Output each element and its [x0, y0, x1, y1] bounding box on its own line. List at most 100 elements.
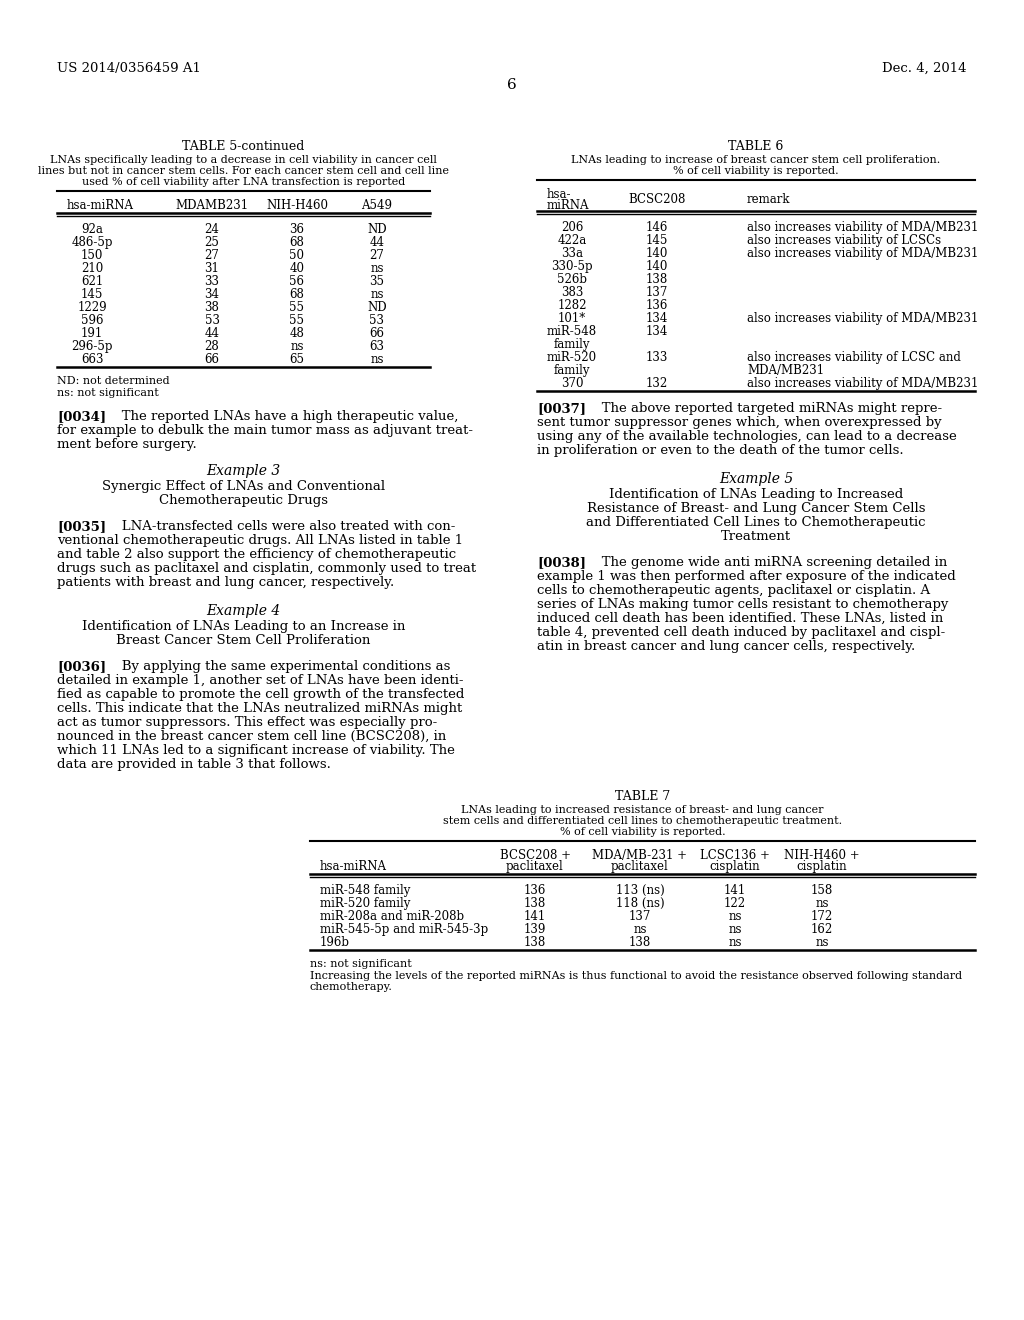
Text: cells. This indicate that the LNAs neutralized miRNAs might: cells. This indicate that the LNAs neutr… — [57, 702, 462, 715]
Text: 55: 55 — [290, 314, 304, 327]
Text: Identification of LNAs Leading to an Increase in: Identification of LNAs Leading to an Inc… — [82, 620, 406, 634]
Text: NIH-H460: NIH-H460 — [266, 199, 328, 213]
Text: 137: 137 — [646, 286, 669, 300]
Text: ns: not significant: ns: not significant — [57, 388, 159, 399]
Text: 36: 36 — [290, 223, 304, 236]
Text: The above reported targeted miRNAs might repre-: The above reported targeted miRNAs might… — [589, 403, 942, 414]
Text: Resistance of Breast- and Lung Cancer Stem Cells: Resistance of Breast- and Lung Cancer St… — [587, 502, 926, 515]
Text: Example 5: Example 5 — [719, 473, 794, 486]
Text: ND: ND — [368, 223, 387, 236]
Text: drugs such as paclitaxel and cisplatin, commonly used to treat: drugs such as paclitaxel and cisplatin, … — [57, 562, 476, 576]
Text: hsa-miRNA: hsa-miRNA — [67, 199, 134, 213]
Text: 383: 383 — [561, 286, 584, 300]
Text: A549: A549 — [361, 199, 392, 213]
Text: ns: ns — [815, 936, 828, 949]
Text: ns: ns — [728, 909, 741, 923]
Text: 1282: 1282 — [557, 300, 587, 312]
Text: 140: 140 — [646, 247, 669, 260]
Text: 132: 132 — [646, 378, 668, 389]
Text: 486-5p: 486-5p — [72, 236, 113, 249]
Text: LNAs leading to increase of breast cancer stem cell proliferation.: LNAs leading to increase of breast cance… — [571, 154, 941, 165]
Text: 210: 210 — [81, 261, 103, 275]
Text: [0038]: [0038] — [537, 556, 586, 569]
Text: act as tumor suppressors. This effect was especially pro-: act as tumor suppressors. This effect wa… — [57, 715, 437, 729]
Text: Identification of LNAs Leading to Increased: Identification of LNAs Leading to Increa… — [609, 488, 903, 502]
Text: 53: 53 — [205, 314, 219, 327]
Text: cisplatin: cisplatin — [797, 861, 847, 873]
Text: LNAs specifically leading to a decrease in cell viability in cancer cell: LNAs specifically leading to a decrease … — [50, 154, 437, 165]
Text: ns: ns — [633, 923, 647, 936]
Text: ND: not determined: ND: not determined — [57, 376, 170, 385]
Text: 55: 55 — [290, 301, 304, 314]
Text: also increases viability of MDA/MB231: also increases viability of MDA/MB231 — [746, 378, 978, 389]
Text: BCSC208 +: BCSC208 + — [500, 849, 570, 862]
Text: miR-545-5p and miR-545-3p: miR-545-5p and miR-545-3p — [319, 923, 488, 936]
Text: TABLE 7: TABLE 7 — [614, 789, 670, 803]
Text: 138: 138 — [629, 936, 651, 949]
Text: detailed in example 1, another set of LNAs have been identi-: detailed in example 1, another set of LN… — [57, 675, 464, 686]
Text: ns: not significant: ns: not significant — [310, 960, 412, 969]
Text: 172: 172 — [811, 909, 834, 923]
Text: family: family — [554, 364, 590, 378]
Text: atin in breast cancer and lung cancer cells, respectively.: atin in breast cancer and lung cancer ce… — [537, 640, 915, 653]
Text: 65: 65 — [290, 352, 304, 366]
Text: 27: 27 — [205, 249, 219, 261]
Text: [0037]: [0037] — [537, 403, 586, 414]
Text: US 2014/0356459 A1: US 2014/0356459 A1 — [57, 62, 201, 75]
Text: remark: remark — [746, 193, 791, 206]
Text: 40: 40 — [290, 261, 304, 275]
Text: TABLE 5-continued: TABLE 5-continued — [182, 140, 305, 153]
Text: Example 3: Example 3 — [207, 465, 281, 478]
Text: 24: 24 — [205, 223, 219, 236]
Text: 141: 141 — [524, 909, 546, 923]
Text: 141: 141 — [724, 884, 746, 898]
Text: family: family — [554, 338, 590, 351]
Text: 68: 68 — [290, 288, 304, 301]
Text: 330-5p: 330-5p — [551, 260, 593, 273]
Text: 370: 370 — [561, 378, 584, 389]
Text: Chemotherapeutic Drugs: Chemotherapeutic Drugs — [159, 494, 328, 507]
Text: 33a: 33a — [561, 247, 583, 260]
Text: 138: 138 — [646, 273, 668, 286]
Text: BCSC208: BCSC208 — [629, 193, 686, 206]
Text: [0034]: [0034] — [57, 411, 106, 422]
Text: 92a: 92a — [81, 223, 103, 236]
Text: paclitaxel: paclitaxel — [611, 861, 669, 873]
Text: MDAMB231: MDAMB231 — [175, 199, 249, 213]
Text: 138: 138 — [524, 898, 546, 909]
Text: patients with breast and lung cancer, respectively.: patients with breast and lung cancer, re… — [57, 576, 394, 589]
Text: ns: ns — [815, 898, 828, 909]
Text: 38: 38 — [205, 301, 219, 314]
Text: Treatment: Treatment — [721, 531, 792, 543]
Text: 66: 66 — [370, 327, 384, 341]
Text: nounced in the breast cancer stem cell line (BCSC208), in: nounced in the breast cancer stem cell l… — [57, 730, 446, 743]
Text: % of cell viability is reported.: % of cell viability is reported. — [673, 166, 839, 176]
Text: 6: 6 — [507, 78, 517, 92]
Text: ND: ND — [368, 301, 387, 314]
Text: cisplatin: cisplatin — [710, 861, 760, 873]
Text: 66: 66 — [205, 352, 219, 366]
Text: 44: 44 — [205, 327, 219, 341]
Text: 48: 48 — [290, 327, 304, 341]
Text: The genome wide anti miRNA screening detailed in: The genome wide anti miRNA screening det… — [589, 556, 947, 569]
Text: ns: ns — [290, 341, 304, 352]
Text: TABLE 6: TABLE 6 — [728, 140, 783, 153]
Text: Synergic Effect of LNAs and Conventional: Synergic Effect of LNAs and Conventional — [102, 480, 385, 492]
Text: also increases viability of MDA/MB231: also increases viability of MDA/MB231 — [746, 247, 978, 260]
Text: and table 2 also support the efficiency of chemotherapeutic: and table 2 also support the efficiency … — [57, 548, 456, 561]
Text: miR-548: miR-548 — [547, 325, 597, 338]
Text: also increases viability of MDA/MB231: also increases viability of MDA/MB231 — [746, 220, 978, 234]
Text: Breast Cancer Stem Cell Proliferation: Breast Cancer Stem Cell Proliferation — [117, 634, 371, 647]
Text: also increases viability of LCSCs: also increases viability of LCSCs — [746, 234, 941, 247]
Text: also increases viability of LCSC and: also increases viability of LCSC and — [746, 351, 961, 364]
Text: LNA-transfected cells were also treated with con-: LNA-transfected cells were also treated … — [109, 520, 456, 533]
Text: ns: ns — [728, 936, 741, 949]
Text: 35: 35 — [370, 275, 384, 288]
Text: for example to debulk the main tumor mass as adjuvant treat-: for example to debulk the main tumor mas… — [57, 424, 473, 437]
Text: 28: 28 — [205, 341, 219, 352]
Text: 138: 138 — [524, 936, 546, 949]
Text: 196b: 196b — [319, 936, 350, 949]
Text: 139: 139 — [524, 923, 546, 936]
Text: 596: 596 — [81, 314, 103, 327]
Text: 134: 134 — [646, 312, 669, 325]
